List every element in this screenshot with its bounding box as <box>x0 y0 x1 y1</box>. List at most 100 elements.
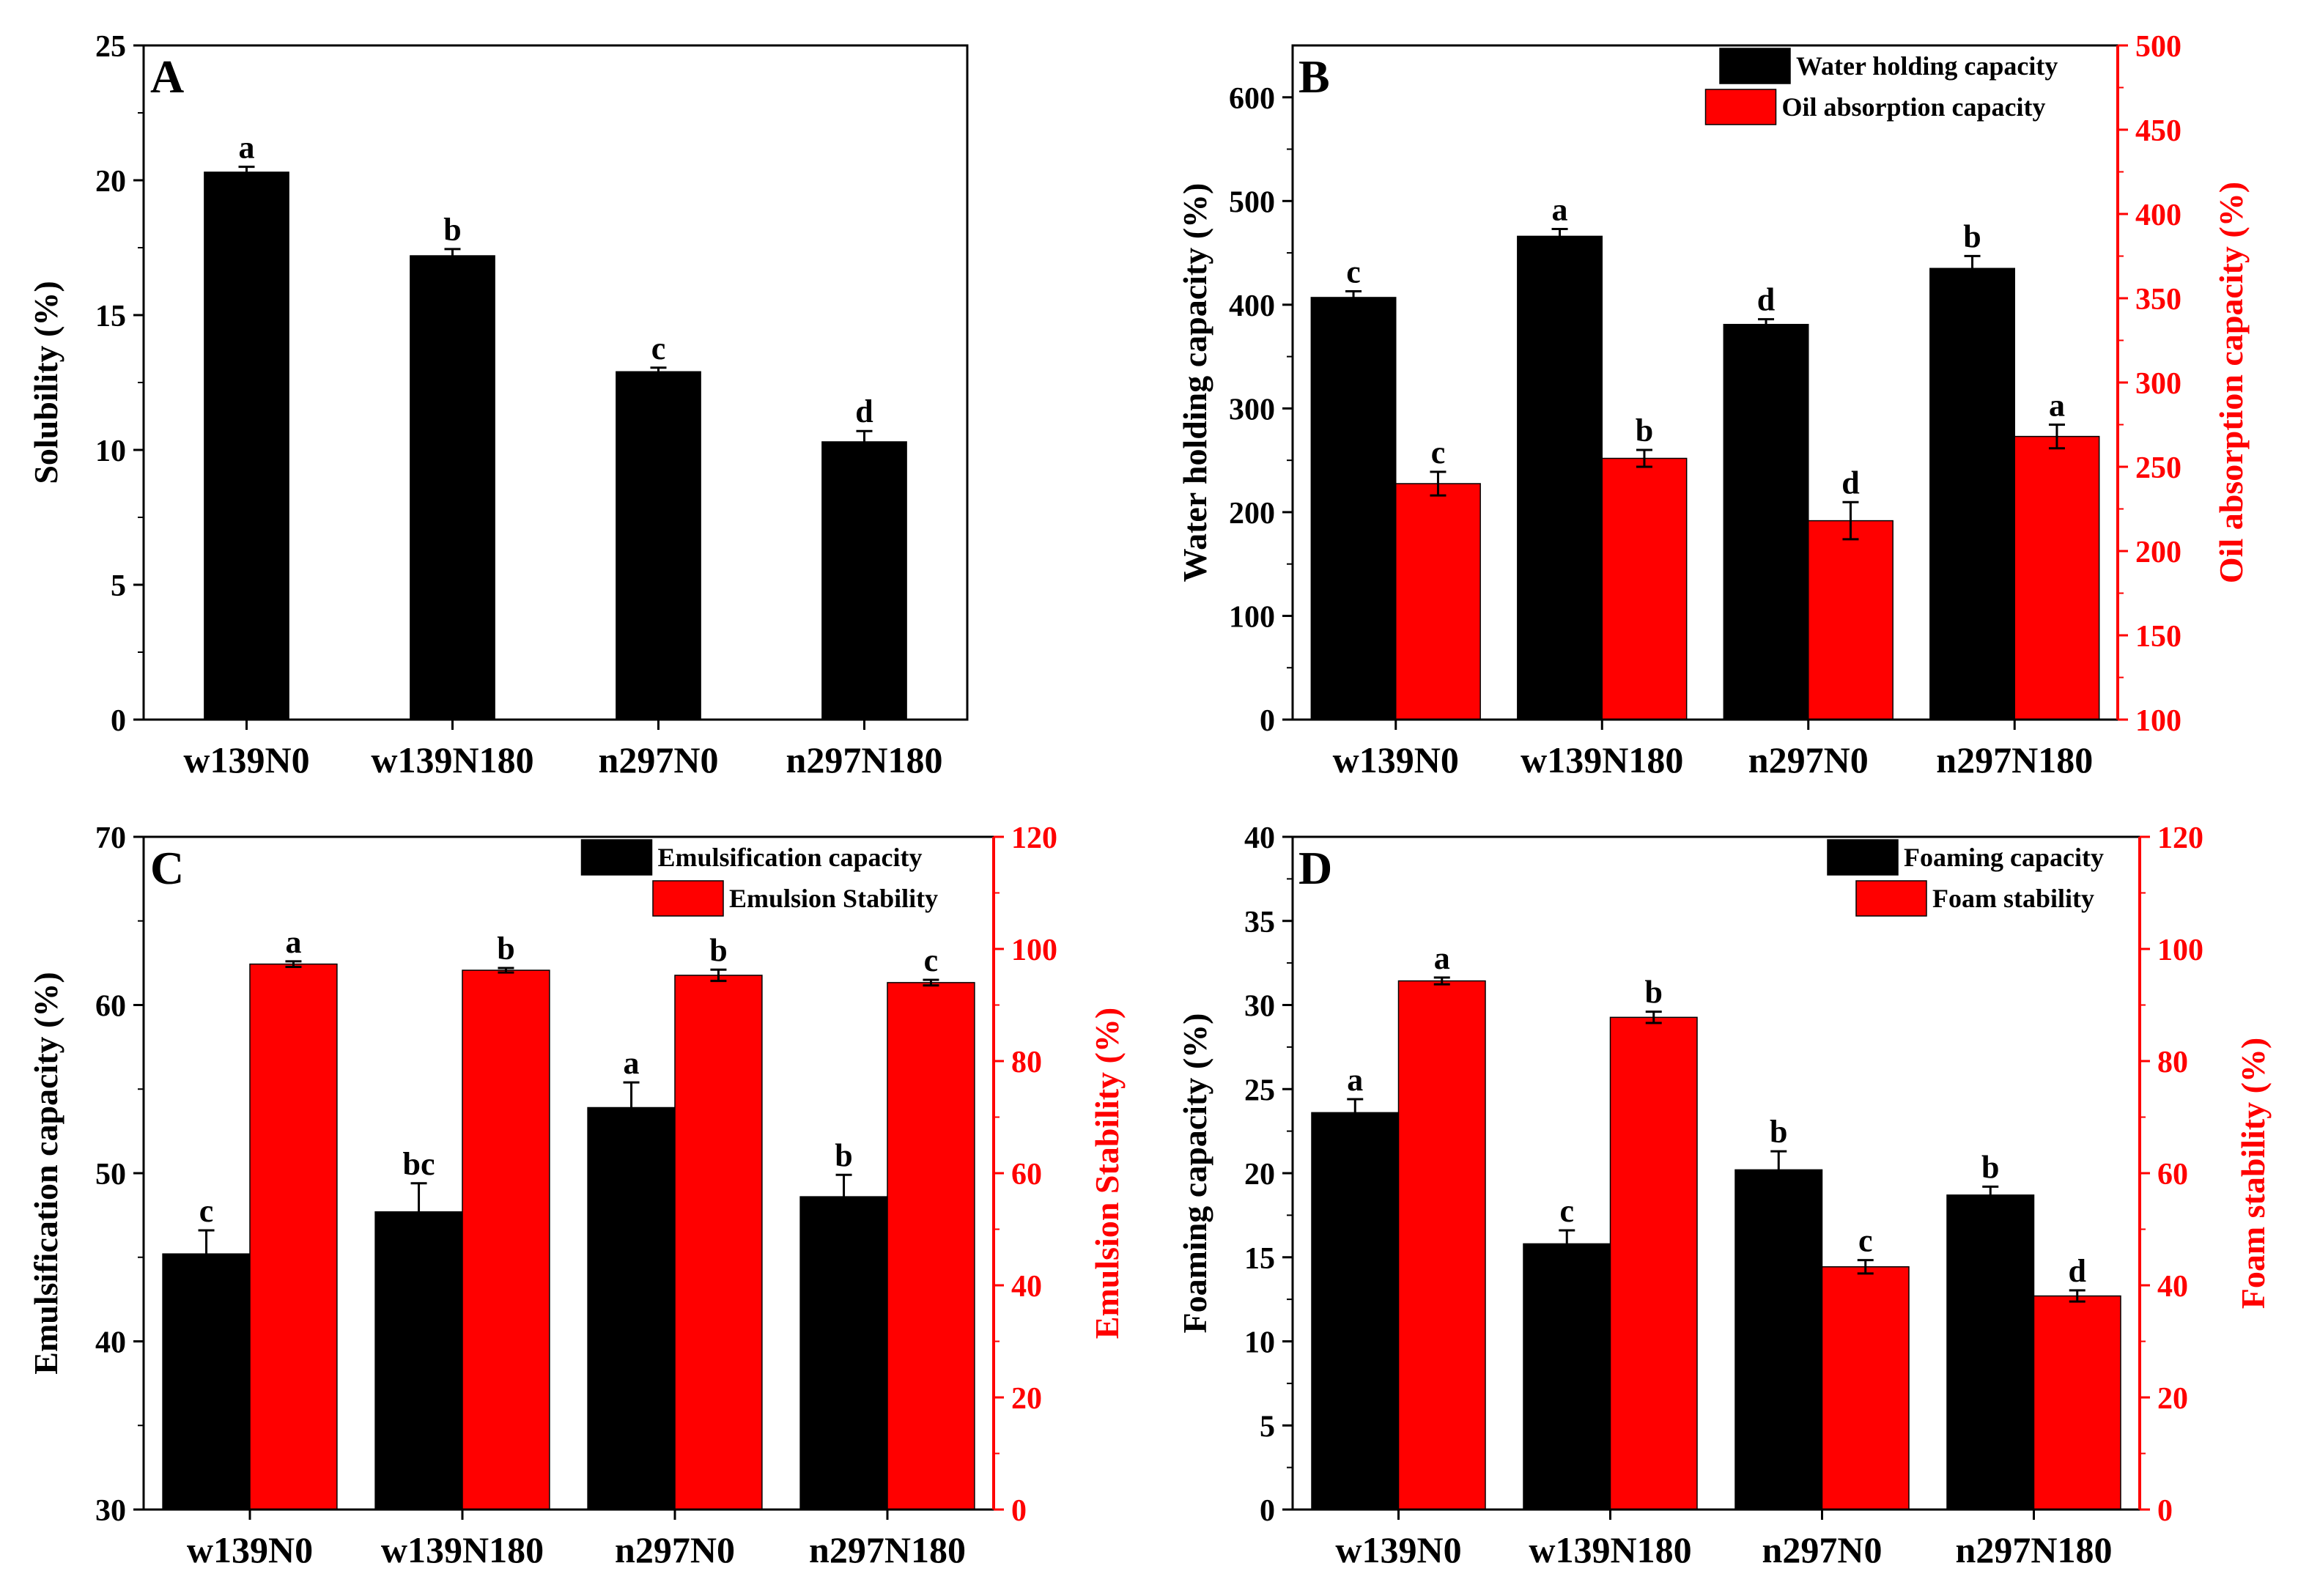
error-bar-c-s1-2 <box>710 968 727 983</box>
x-tick-label-c-0: w139N0 <box>187 1529 313 1570</box>
legend-swatch-b-1 <box>1704 89 1777 125</box>
y-tick-label-b-2: 200 <box>1229 497 1275 531</box>
y2-tick-label-c-1: 20 <box>1011 1382 1042 1416</box>
y2-tick-label-b-5: 350 <box>2135 283 2181 317</box>
y-axis-title-a: Solubility (%) <box>27 281 64 484</box>
significance-letter-c-s0-2: a <box>624 1045 640 1081</box>
significance-letter-c-s1-2: b <box>709 932 727 968</box>
bar-d-s0-2 <box>1734 1169 1823 1510</box>
bar-c-s1-0 <box>249 963 338 1510</box>
legend-d: Foaming capacity Foam stability <box>1827 839 2104 917</box>
error-bar-d-s1-0 <box>1433 976 1450 986</box>
x-tick-label-b-3: n297N180 <box>1936 739 2093 780</box>
x-tick-label-d-3: n297N180 <box>1956 1529 2113 1570</box>
x-tick-label-a-0: w139N0 <box>183 739 309 780</box>
y2-tick-label-c-5: 100 <box>1011 934 1057 967</box>
bar-b-s1-1 <box>1601 457 1688 720</box>
y-tick-label-b-1: 100 <box>1229 600 1275 634</box>
significance-letter-b-s1-2: d <box>1841 465 1859 500</box>
legend-b: Water holding capacity Oil absorption cap… <box>1704 48 2058 125</box>
significance-letter-a-s0-0: a <box>239 130 255 166</box>
y2-tick-label-b-4: 300 <box>2135 367 2181 401</box>
y2-tick-label-c-0: 0 <box>1011 1494 1027 1528</box>
significance-letter-d-s0-2: b <box>1770 1114 1787 1150</box>
error-bar-c-s0-3 <box>835 1173 852 1220</box>
legend-label-c-0: Emulsification capacity <box>658 843 923 872</box>
y-tick-label-d-5: 25 <box>1244 1074 1275 1107</box>
y2-axis-title-d: Foam stability (%) <box>2234 1038 2272 1309</box>
error-bar-d-s0-2 <box>1770 1150 1787 1190</box>
bar-c-s1-2 <box>674 975 763 1510</box>
error-bar-b-s0-3 <box>1964 254 1981 282</box>
bar-d-s0-1 <box>1523 1243 1611 1510</box>
bar-b-s0-1 <box>1517 235 1603 720</box>
significance-letter-a-s0-2: c <box>651 330 666 366</box>
x-tick-label-c-1: w139N180 <box>381 1529 544 1570</box>
y2-tick-label-c-2: 40 <box>1011 1270 1042 1304</box>
y2-axis-title-c: Emulsion Stability (%) <box>1088 1008 1126 1339</box>
y-tick-label-d-3: 15 <box>1244 1242 1275 1276</box>
bar-c-s1-1 <box>462 969 550 1510</box>
error-bar-b-s1-1 <box>1636 448 1652 468</box>
error-bar-a-s0-2 <box>650 366 667 377</box>
error-bar-c-s0-2 <box>623 1081 640 1134</box>
significance-letter-c-s0-1: bc <box>403 1146 435 1182</box>
bar-a-s0-0 <box>204 171 289 720</box>
y2-tick-label-d-4: 80 <box>2157 1046 2188 1079</box>
y-tick-label-b-5: 500 <box>1229 185 1275 219</box>
legend-swatch-d-1 <box>1855 880 1927 917</box>
error-bar-d-s0-1 <box>1559 1229 1575 1259</box>
x-tick-label-a-3: n297N180 <box>786 739 943 780</box>
error-bar-c-s1-3 <box>923 978 939 987</box>
y-tick-label-a-0: 0 <box>111 704 126 738</box>
legend-swatch-d-0 <box>1827 839 1899 876</box>
y-tick-label-d-1: 5 <box>1260 1410 1275 1444</box>
bar-b-s1-0 <box>1395 483 1481 720</box>
error-bar-b-s0-1 <box>1551 228 1568 245</box>
significance-letter-c-s1-1: b <box>497 931 514 967</box>
bar-c-s0-1 <box>374 1211 463 1510</box>
error-bar-c-s1-1 <box>498 967 514 974</box>
panel-label-b: B <box>1298 51 1330 103</box>
y2-tick-label-d-0: 0 <box>2157 1494 2173 1528</box>
y-tick-label-a-5: 25 <box>95 30 126 64</box>
significance-letter-b-s1-0: c <box>1431 435 1446 470</box>
bar-d-s1-3 <box>2033 1295 2121 1510</box>
panel-b: c a d b c b d a 0 100 200 300 400 500 600 Water holding… <box>1176 30 2250 780</box>
y-axis-title-d: Foaming capacity (%) <box>1176 1013 1213 1334</box>
bar-c-s0-2 <box>587 1107 676 1510</box>
bar-b-s0-3 <box>1929 267 2015 720</box>
y2-tick-label-b-7: 450 <box>2135 114 2181 148</box>
x-tick-label-b-0: w139N0 <box>1333 739 1459 780</box>
y-tick-label-d-4: 20 <box>1244 1158 1275 1192</box>
y-tick-label-b-0: 0 <box>1260 704 1275 738</box>
significance-letter-c-s1-3: c <box>924 942 939 978</box>
bar-b-s0-2 <box>1723 323 1809 720</box>
y2-tick-label-b-1: 150 <box>2135 620 2181 654</box>
error-bar-d-s1-3 <box>2069 1289 2085 1303</box>
legend-label-b-0: Water holding capacity <box>1796 51 2058 81</box>
y2-tick-label-d-2: 40 <box>2157 1270 2188 1304</box>
bar-d-s0-3 <box>1946 1194 2035 1510</box>
y-tick-label-c-1: 40 <box>95 1326 126 1360</box>
error-bar-c-s1-0 <box>285 960 302 968</box>
y2-tick-label-b-0: 100 <box>2135 704 2181 738</box>
y-tick-label-c-0: 30 <box>95 1494 126 1528</box>
error-bar-a-s0-1 <box>444 248 461 264</box>
x-tick-label-b-1: w139N180 <box>1521 739 1683 780</box>
significance-letter-d-s0-1: c <box>1559 1193 1574 1229</box>
bar-c-s0-0 <box>162 1253 251 1510</box>
error-bar-b-s0-0 <box>1345 289 1362 305</box>
y-tick-label-d-7: 35 <box>1244 906 1275 939</box>
significance-letter-a-s0-1: b <box>443 212 461 248</box>
bar-b-s1-3 <box>2014 435 2100 720</box>
x-tick-label-d-2: n297N0 <box>1762 1529 1883 1570</box>
y2-tick-label-c-6: 120 <box>1011 821 1057 855</box>
y2-tick-label-b-8: 500 <box>2135 30 2181 64</box>
bar-b-s0-0 <box>1310 297 1397 720</box>
significance-letter-b-s1-1: b <box>1636 413 1653 448</box>
y2-tick-label-d-6: 120 <box>2157 821 2203 855</box>
x-tick-label-c-2: n297N0 <box>615 1529 735 1570</box>
bar-d-s1-1 <box>1609 1016 1698 1510</box>
bar-a-s0-3 <box>821 441 907 720</box>
